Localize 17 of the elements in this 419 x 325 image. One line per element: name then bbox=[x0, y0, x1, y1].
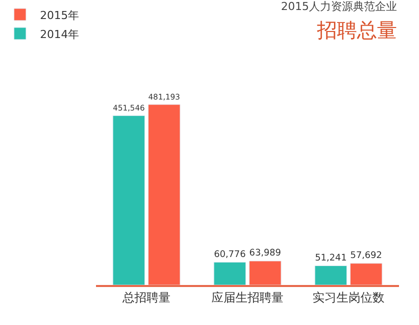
legend-label: 2015年 bbox=[40, 8, 79, 22]
bar bbox=[112, 115, 145, 285]
chart-title: 招聘总量 bbox=[316, 18, 397, 42]
bar bbox=[148, 104, 180, 285]
x-tick-label: 总招聘量 bbox=[122, 290, 170, 304]
bar bbox=[314, 266, 347, 285]
data-label: 60,776 bbox=[214, 250, 246, 260]
data-label: 51,241 bbox=[314, 254, 347, 264]
bar bbox=[214, 262, 246, 285]
data-label: 57,692 bbox=[350, 251, 382, 262]
legend-label: 2014年 bbox=[40, 28, 79, 41]
bar bbox=[249, 260, 282, 285]
bar bbox=[350, 263, 382, 285]
x-tick-label: 应届生招聘量 bbox=[212, 290, 284, 304]
x-tick-label: 实习生岗位数 bbox=[312, 290, 384, 304]
chart-subtitle: 2015人力资源典范企业 bbox=[281, 0, 397, 13]
data-label: 63,989 bbox=[249, 248, 282, 259]
